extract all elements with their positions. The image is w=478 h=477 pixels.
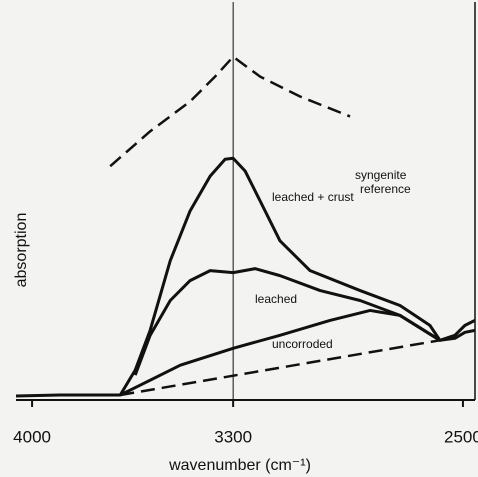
annotation: syngenite xyxy=(355,168,407,182)
x-axis-label: wavenumber (cm⁻¹) xyxy=(168,457,311,474)
y-axis-label: absorption xyxy=(13,213,30,288)
x-tick-label: 2500 xyxy=(444,427,478,446)
series-line xyxy=(120,339,441,397)
series-label: leached xyxy=(255,292,297,306)
series-label: uncorroded xyxy=(272,337,333,351)
series-line xyxy=(15,156,476,398)
x-tick-label: 3300 xyxy=(214,427,252,446)
series-line xyxy=(109,55,351,168)
annotation: reference xyxy=(360,182,411,196)
x-tick-label: 4000 xyxy=(13,427,51,446)
series-label: leached + crust xyxy=(272,190,354,204)
series-line xyxy=(133,267,441,376)
series-line xyxy=(119,308,476,397)
